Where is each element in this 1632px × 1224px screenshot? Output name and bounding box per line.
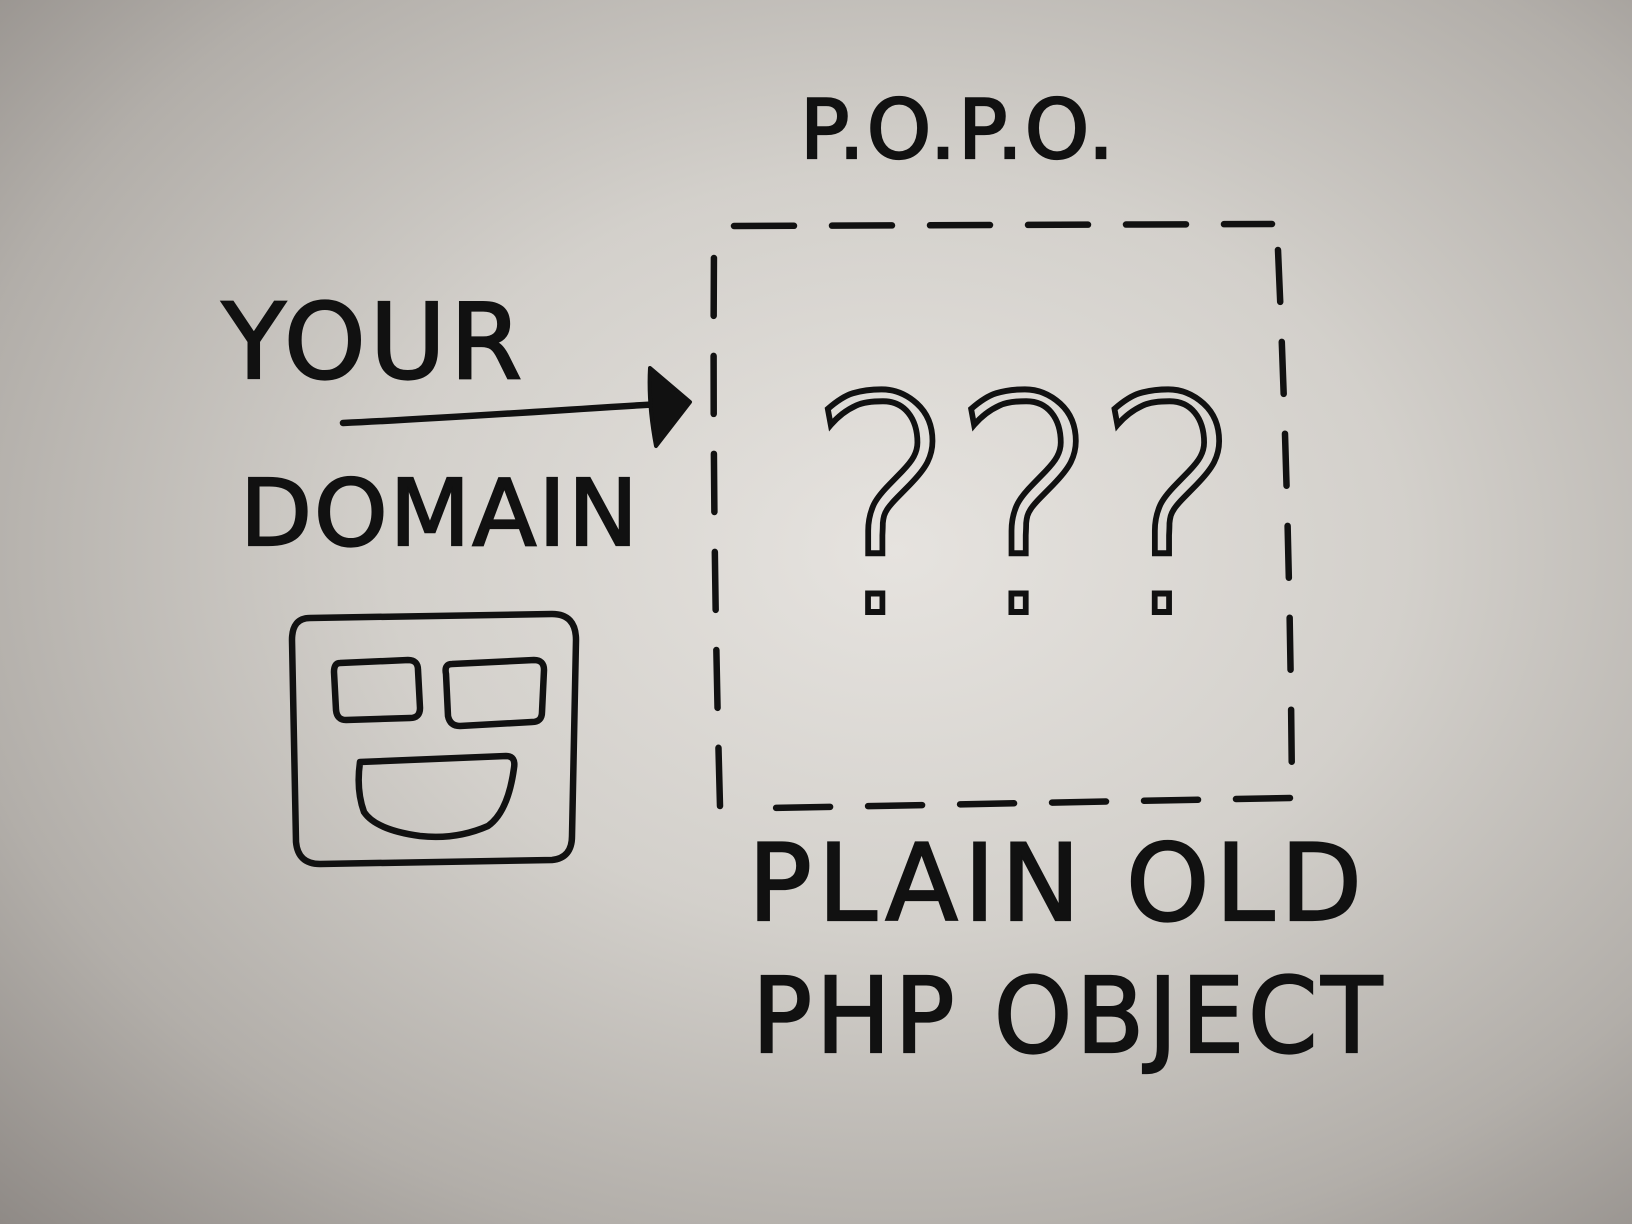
- arrow-right-icon: [339, 366, 692, 448]
- box-content-question-marks: ???: [806, 334, 1236, 683]
- label-your: YOUR: [221, 281, 526, 403]
- diagram-title: P.O.P.O.: [800, 83, 1116, 178]
- popo-dashed-box: [710, 220, 1296, 812]
- square-face-icon: [288, 610, 580, 868]
- caption-line-1: PLAIN OLD: [748, 822, 1368, 945]
- label-domain: DOMAIN: [240, 460, 640, 567]
- caption-line-2: PHP OBJECT: [752, 955, 1386, 1077]
